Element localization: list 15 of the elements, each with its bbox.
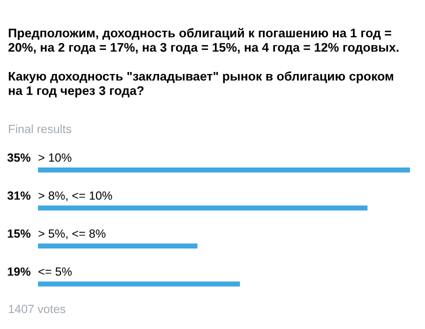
chart-title: Предположим, доходность облигаций к погашению на 1 год = 20%, на 2 года = 17%, на 3 года = 15%, на 4 года = 12% годовых. Какую доходность "закладывает" рынок в облигацию сроком на 1 год через 3 года?	[8, 28, 398, 98]
bar	[38, 282, 240, 286]
bar	[38, 244, 198, 248]
data-label: 19%	[8, 267, 30, 276]
data-label: 31%	[7, 191, 30, 200]
bar	[38, 206, 368, 210]
y-tick-label: > 8%, <= 10%	[38, 191, 112, 202]
y-tick-label: <= 5%	[38, 267, 72, 276]
y-tick-label: > 5%, <= 8%	[38, 229, 106, 240]
chart-subtitle: Final results	[8, 124, 72, 134]
data-label: 35%	[7, 153, 30, 162]
y-tick-label: > 10%	[38, 153, 72, 162]
data-label: 15%	[8, 229, 30, 238]
text: 1407 votes	[8, 304, 66, 314]
bar	[38, 168, 410, 172]
